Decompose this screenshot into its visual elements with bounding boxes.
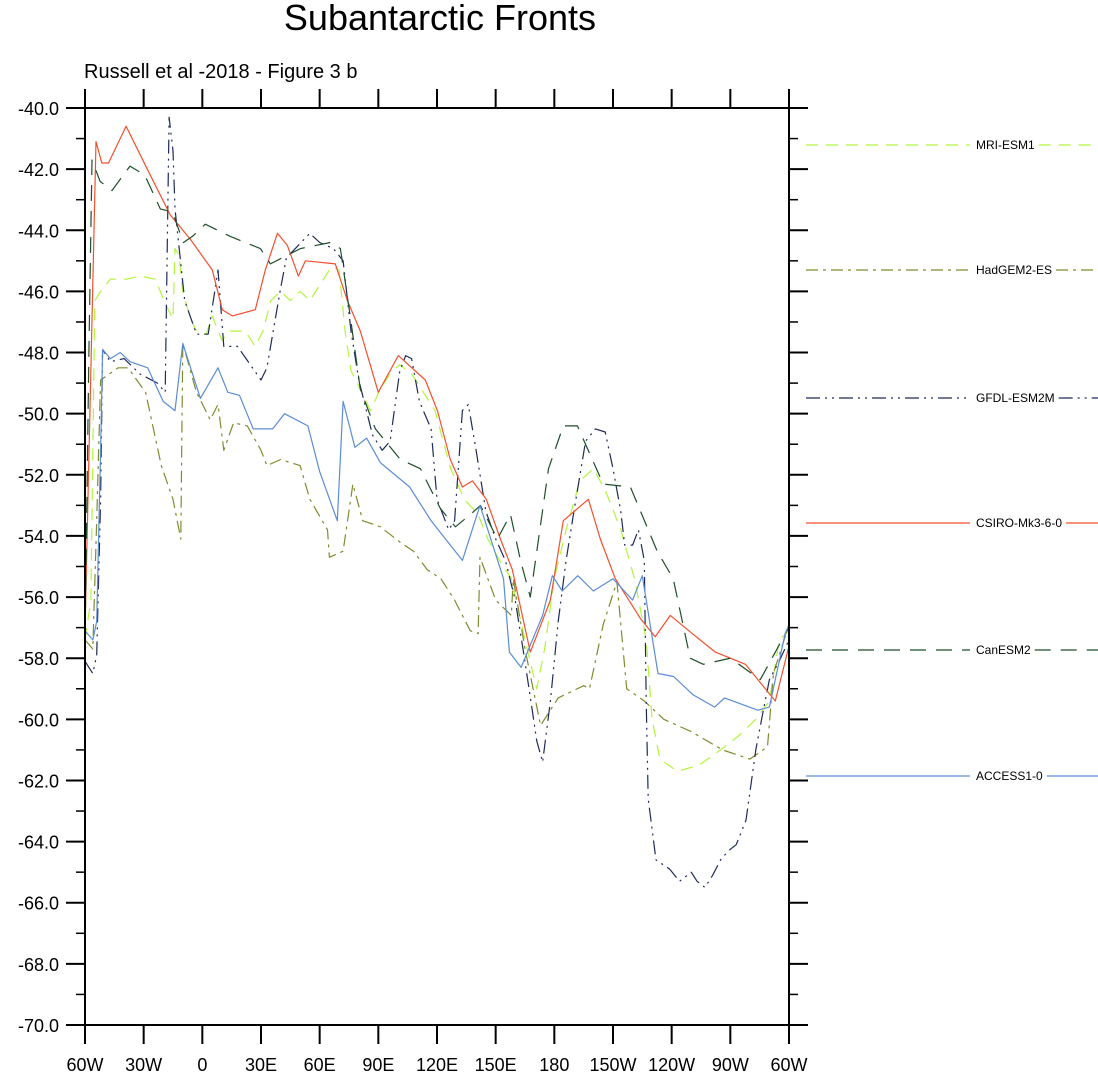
x-tick-label: 90W	[712, 1055, 749, 1075]
x-tick-label: 90E	[362, 1055, 394, 1075]
legend-label: MRI-ESM1	[976, 138, 1035, 152]
y-tick-label: -56.0	[18, 588, 59, 608]
y-tick-label: -62.0	[18, 771, 59, 791]
y-tick-label: -44.0	[18, 221, 59, 241]
legend-label: HadGEM2-ES	[976, 263, 1052, 277]
y-tick-label: -70.0	[18, 1016, 59, 1036]
x-tick-label: 0	[197, 1055, 207, 1075]
series-line-access1-0	[84, 342, 790, 711]
legend-label: GFDL-ESM2M	[976, 391, 1055, 405]
y-tick-label: -50.0	[18, 405, 59, 425]
series-layer	[84, 116, 790, 888]
x-tick-label: 150W	[589, 1055, 636, 1075]
y-tick-label: -48.0	[18, 344, 59, 364]
y-tick-label: -64.0	[18, 833, 59, 853]
y-tick-label: -60.0	[18, 710, 59, 730]
chart-subtitle: Russell et al -2018 - Figure 3 b	[84, 61, 357, 83]
y-tick-label: -42.0	[18, 160, 59, 180]
y-tick-label: -66.0	[18, 894, 59, 914]
x-tick-label: 60W	[66, 1055, 103, 1075]
series-line-csiro-mk3-6-0	[84, 125, 790, 702]
y-tick-label: -40.0	[18, 99, 59, 119]
legend-label: CanESM2	[976, 643, 1031, 657]
y-tick-label: -58.0	[18, 649, 59, 669]
series-line-gfdl-esm2m	[84, 116, 790, 888]
legend-label: CSIRO-Mk3-6-0	[976, 516, 1062, 530]
plot-frame	[84, 107, 790, 1026]
y-tick-label: -52.0	[18, 466, 59, 486]
x-tick-label: 30E	[245, 1055, 277, 1075]
series-line-canesm2	[84, 159, 790, 681]
series-line-hadgem2-es	[84, 342, 790, 760]
chart-title: Subantarctic Fronts	[284, 0, 596, 38]
y-tick-label: -68.0	[18, 955, 59, 975]
x-tick-label: 150E	[475, 1055, 517, 1075]
x-tick-label: 180	[539, 1055, 569, 1075]
legend: MRI-ESM1 HadGEM2-ES GFDL-ESM2M CSIRO-Mk3-6-…	[806, 138, 1098, 783]
x-tick-label: 120E	[416, 1055, 458, 1075]
x-tick-label: 120W	[648, 1055, 695, 1075]
y-tick-label: -54.0	[18, 527, 59, 547]
x-tick-label: 30W	[125, 1055, 162, 1075]
y-tick-label: -46.0	[18, 282, 59, 302]
x-tick-label: 60E	[304, 1055, 336, 1075]
legend-label: ACCESS1-0	[976, 769, 1043, 783]
axes-layer: 60W 30W 0 30E 60E 90E 120E 150E 180 150W 120W 90W 60…	[18, 89, 808, 1075]
series-line-mri-esm1	[84, 248, 790, 772]
x-tick-label: 60W	[770, 1055, 807, 1075]
